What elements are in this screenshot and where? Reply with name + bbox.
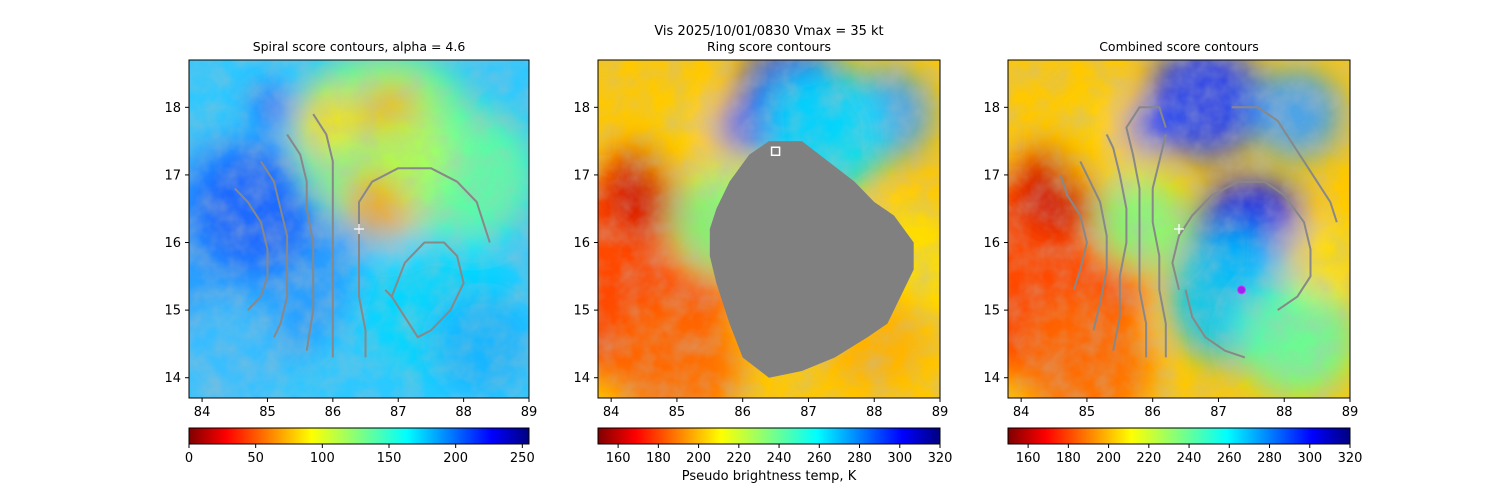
x-tick-label: 84 — [603, 405, 620, 420]
center-marker — [1174, 224, 1184, 234]
colorbar-gradient — [1007, 427, 1351, 445]
colorbar-tick-label: 180 — [646, 451, 671, 466]
x-tick-label: 86 — [325, 405, 342, 420]
score-contour — [1171, 180, 1312, 311]
image-field — [598, 60, 940, 398]
y-tick-label: 16 — [164, 236, 181, 251]
colorbar-tick-label: 200 — [686, 451, 711, 466]
score-contour — [286, 133, 315, 351]
image-field — [1008, 60, 1350, 398]
y-tick-label: 17 — [983, 168, 1000, 183]
panel-title: Spiral score contours, alpha = 4.6 — [253, 39, 466, 54]
x-tick-label: 89 — [932, 405, 949, 420]
x-tick-label: 84 — [1013, 405, 1030, 420]
colorbar-tick-label: 200 — [1096, 451, 1121, 466]
colorbar-tick-label: 160 — [1016, 451, 1041, 466]
x-tick-label: 88 — [866, 405, 883, 420]
axes-frame — [1007, 59, 1351, 399]
score-contour — [1079, 160, 1108, 331]
colorbar-label: Pseudo brightness temp, K — [682, 469, 857, 484]
x-tick-label: 84 — [194, 405, 211, 420]
colorbar-tick-label: 0 — [185, 451, 193, 466]
score-contour — [260, 160, 289, 338]
x-tick-label: 87 — [800, 405, 817, 420]
colorbar-tick-label: 220 — [1136, 451, 1161, 466]
y-tick-label: 15 — [983, 304, 1000, 319]
x-tick-label: 89 — [521, 405, 538, 420]
colorbar-tick-label: 320 — [1338, 451, 1363, 466]
x-tick-label: 88 — [455, 405, 472, 420]
axes-frame — [188, 59, 530, 399]
y-tick-label: 15 — [164, 304, 181, 319]
y-tick-label: 18 — [983, 101, 1000, 116]
colorbar-tick-label: 240 — [1177, 451, 1202, 466]
colorbar: 160 180 200 220 240 260 280 300 320 — [1007, 427, 1363, 466]
colorbar-tick-label: 260 — [1217, 451, 1242, 466]
score-contour — [1059, 174, 1088, 291]
y-tick-label: 18 — [164, 101, 181, 116]
colorbar: 0 50 100 150 200 250 — [185, 427, 535, 466]
combined-center-marker — [1236, 285, 1246, 295]
ring-panel: Ring score contours 84 85 86 87 88 89 14 15 16 17 1… — [573, 39, 953, 484]
colorbar-gradient — [188, 427, 530, 445]
colorbar-gradient — [597, 427, 941, 445]
combined-panel: Combined score contours 84 85 86 87 88 89 14 15 1… — [983, 39, 1363, 466]
figure-suptitle: Vis 2025/10/01/0830 Vmax = 35 kt — [654, 24, 883, 39]
y-tick-label: 17 — [164, 168, 181, 183]
x-tick-label: 85 — [669, 405, 686, 420]
y-tick-label: 14 — [573, 371, 590, 386]
colorbar-tick-label: 280 — [847, 451, 872, 466]
colorbar-tick-label: 100 — [310, 451, 335, 466]
colorbar-tick-label: 200 — [443, 451, 468, 466]
colorbar-tick-label: 320 — [928, 451, 953, 466]
y-tick-label: 17 — [573, 168, 590, 183]
colorbar-tick-label: 180 — [1056, 451, 1081, 466]
ring-center-marker — [770, 146, 781, 157]
axes-frame — [597, 59, 941, 399]
ring-mask — [709, 141, 914, 378]
x-tick-label: 87 — [1210, 405, 1227, 420]
colorbar-tick-label: 300 — [1297, 451, 1322, 466]
score-contour — [234, 187, 269, 311]
colorbar-tick-label: 260 — [807, 451, 832, 466]
score-contour — [1125, 106, 1167, 358]
x-tick-label: 87 — [390, 405, 407, 420]
colorbar-tick-label: 240 — [767, 451, 792, 466]
y-tick-label: 14 — [164, 371, 181, 386]
x-tick-label: 89 — [1342, 405, 1359, 420]
colorbar-tick-label: 220 — [726, 451, 751, 466]
x-tick-label: 86 — [734, 405, 751, 420]
panel-title: Ring score contours — [707, 39, 831, 54]
score-contour — [312, 113, 334, 358]
y-tick-label: 15 — [573, 304, 590, 319]
x-tick-label: 88 — [1276, 405, 1293, 420]
y-tick-label: 16 — [573, 236, 590, 251]
score-contour — [1105, 133, 1128, 351]
x-tick-label: 85 — [1079, 405, 1096, 420]
colorbar-tick-label: 150 — [377, 451, 402, 466]
x-tick-label: 85 — [259, 405, 276, 420]
score-contour — [1231, 106, 1338, 223]
center-marker — [354, 224, 364, 234]
colorbar-tick-label: 280 — [1257, 451, 1282, 466]
score-contour — [358, 167, 491, 358]
colorbar-tick-label: 250 — [510, 451, 535, 466]
panel-title: Combined score contours — [1099, 39, 1259, 54]
score-contour — [1184, 289, 1246, 359]
colorbar: 160 180 200 220 240 260 280 300 320 Pseudo bright… — [597, 427, 953, 484]
colorbar-tick-label: 300 — [887, 451, 912, 466]
colorbar-tick-label: 50 — [247, 451, 264, 466]
colorbar-tick-label: 160 — [606, 451, 631, 466]
image-field — [189, 60, 529, 398]
y-tick-label: 14 — [983, 371, 1000, 386]
y-tick-label: 16 — [983, 236, 1000, 251]
score-contour — [384, 241, 465, 339]
score-contour — [1151, 134, 1167, 358]
spiral-panel: Spiral score contours, alpha = 4.6 84 85 86… — [164, 39, 538, 466]
x-tick-label: 86 — [1144, 405, 1161, 420]
y-tick-label: 18 — [573, 101, 590, 116]
